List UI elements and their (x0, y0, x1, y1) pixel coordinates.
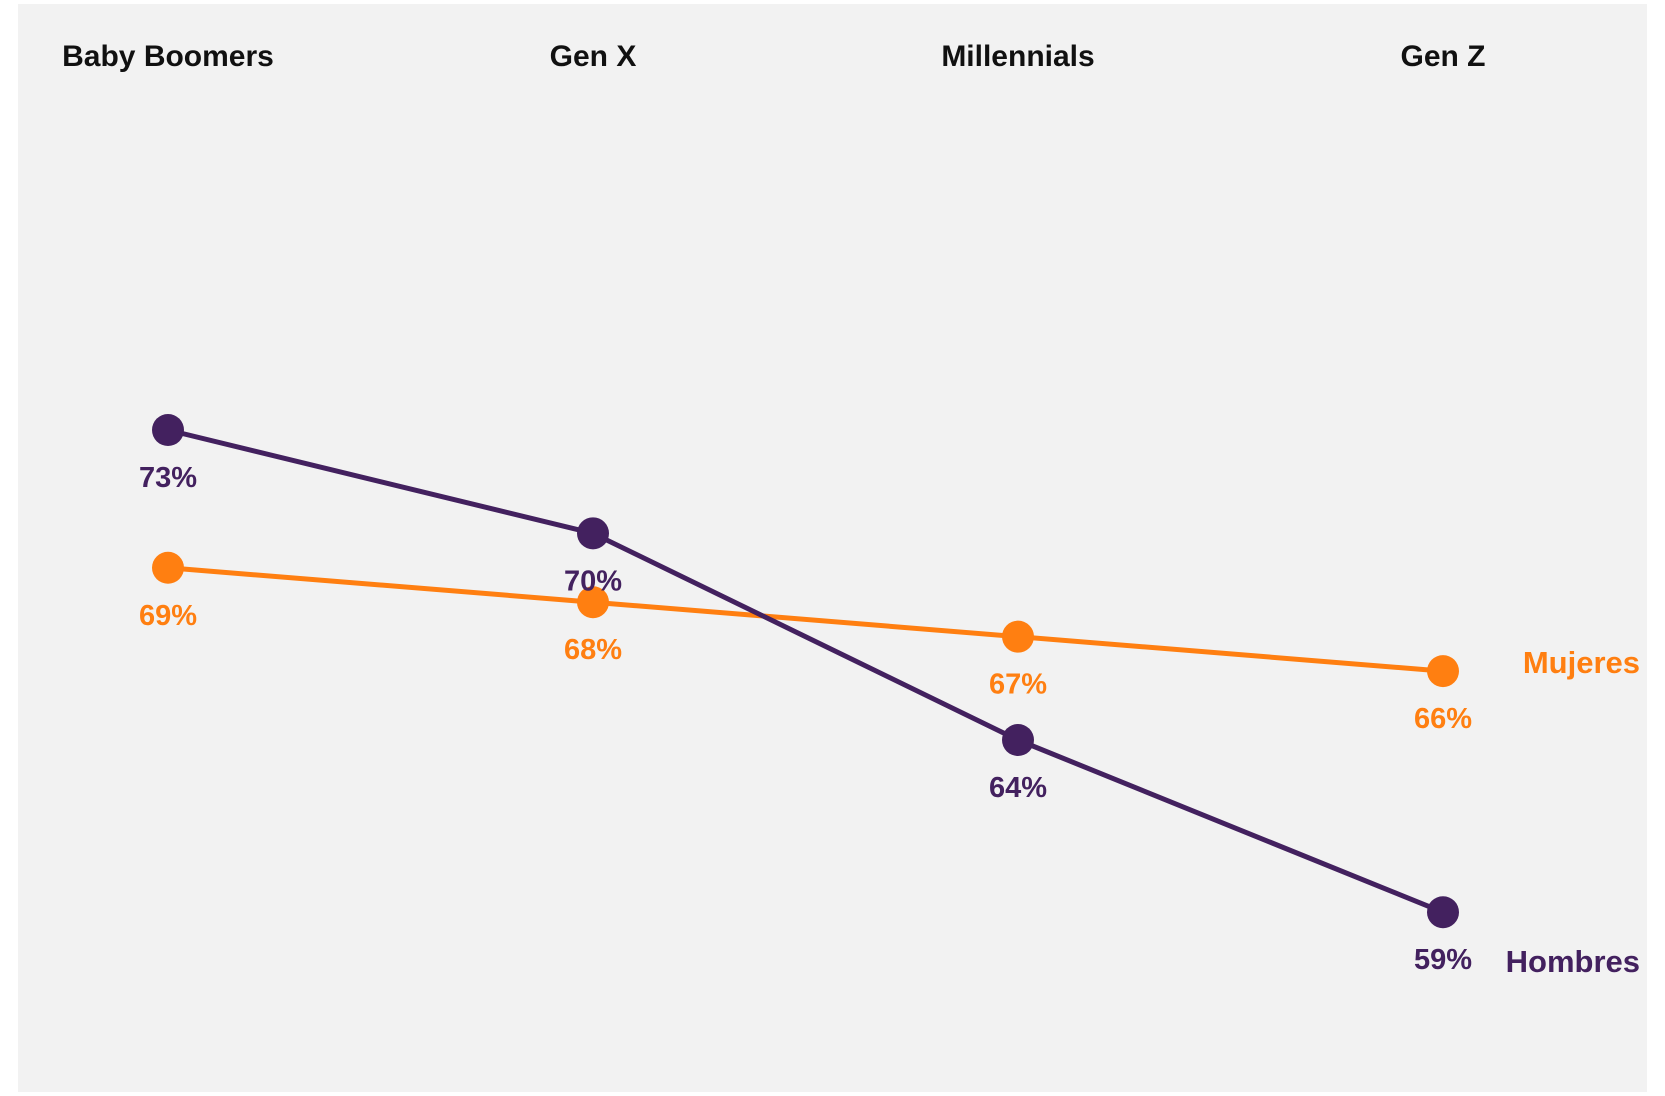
value-label-mujeres-millennials: 67% (989, 669, 1047, 701)
series-label-mujeres: Mujeres (1523, 645, 1640, 680)
series-lines (165, 427, 1446, 915)
data-point-hombres-baby-boomers (152, 414, 184, 446)
category-labels: Baby Boomers Gen X Millennials Gen Z (62, 40, 1485, 73)
data-point-hombres-gen-x (577, 517, 609, 550)
data-point-mujeres-millennials (1002, 620, 1034, 653)
data-point-mujeres-gen-z (1427, 655, 1459, 688)
series-labels: Mujeres Hombres (1506, 645, 1640, 979)
value-label-hombres-baby-boomers: 73% (139, 462, 197, 494)
data-point-mujeres-baby-boomers (152, 551, 184, 584)
series-line-hombres (165, 427, 1446, 915)
chart-panel (18, 4, 1647, 1092)
category-label-gen-x: Gen X (550, 40, 637, 73)
series-line-mujeres (165, 565, 1446, 674)
value-labels: 69% 68% 67% 66% 73% 70% 64% 59% (139, 462, 1472, 976)
series-label-hombres: Hombres (1506, 944, 1640, 979)
series-points (152, 414, 1459, 929)
data-point-hombres-millennials (1002, 724, 1034, 756)
value-label-hombres-millennials: 64% (989, 772, 1047, 804)
category-label-baby-boomers: Baby Boomers (62, 40, 274, 73)
value-label-hombres-gen-z: 59% (1414, 944, 1472, 976)
data-point-hombres-gen-z (1427, 896, 1459, 929)
category-label-millennials: Millennials (941, 40, 1094, 73)
value-label-mujeres-gen-z: 66% (1414, 703, 1472, 735)
value-label-mujeres-baby-boomers: 69% (139, 600, 197, 632)
value-label-hombres-gen-x: 70% (564, 565, 622, 597)
data-point-mujeres-gen-x (577, 586, 609, 619)
value-label-mujeres-gen-x: 68% (564, 634, 622, 666)
category-label-gen-z: Gen Z (1400, 40, 1485, 73)
